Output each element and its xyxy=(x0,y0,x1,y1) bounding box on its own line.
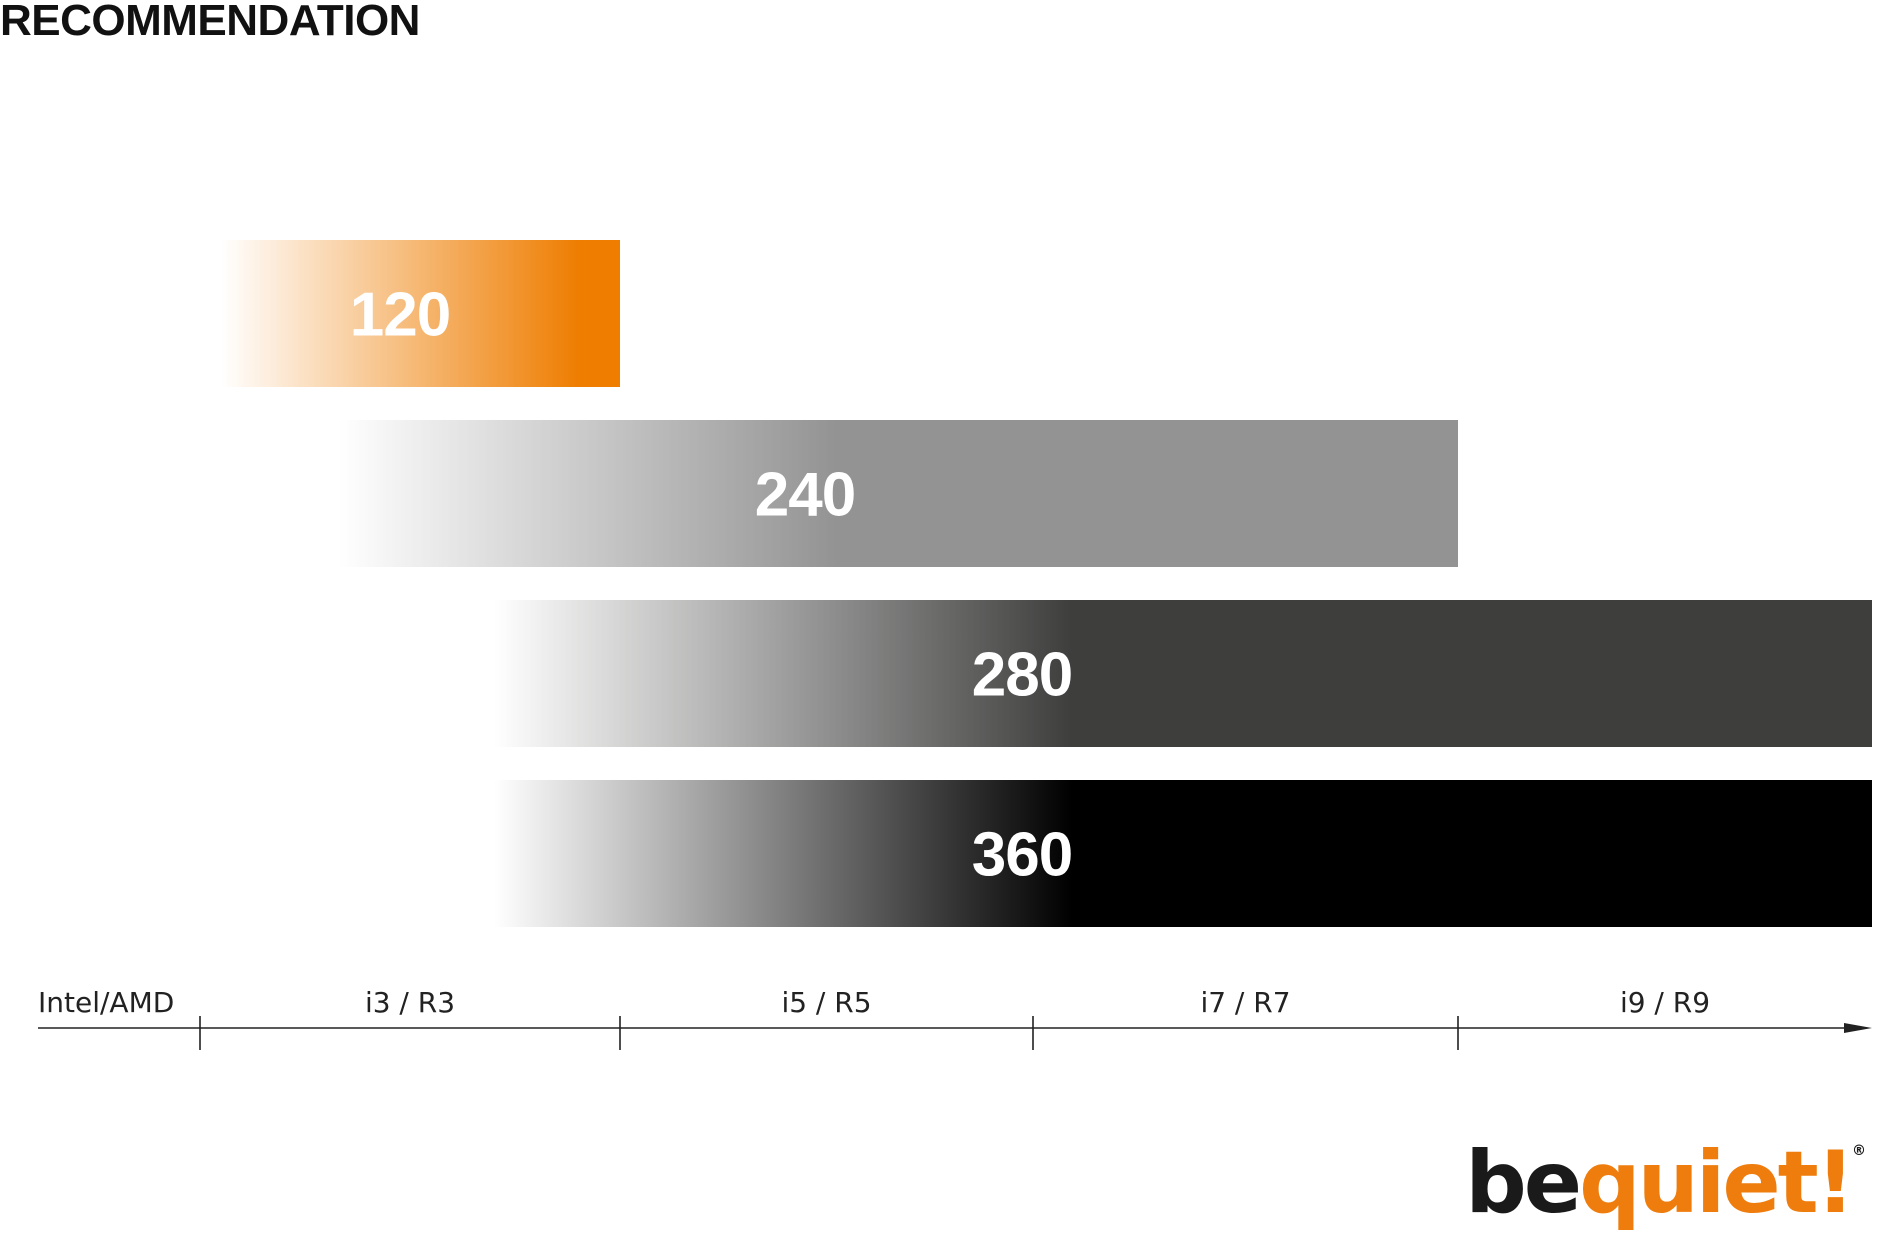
bar-label-120: 120 xyxy=(350,281,450,350)
logo-quiet: quiet! xyxy=(1579,1133,1855,1233)
bar-120 xyxy=(221,240,620,387)
x-axis: Intel/AMD i3 / R3 i5 / R5 i7 / R7 i9 / R9 xyxy=(38,986,1872,1050)
bars-layer: 120 240 280 360 xyxy=(221,240,1872,927)
x-tick-label: i5 / R5 xyxy=(781,986,871,1019)
x-axis-label: Intel/AMD xyxy=(38,986,174,1019)
bar-280 xyxy=(494,600,1872,747)
recommendation-chart: 120 240 280 360 Intel/AMD i3 / R3 i5 / R5 i7 /… xyxy=(38,240,1872,1050)
bar-label-240: 240 xyxy=(755,461,855,530)
bar-360 xyxy=(494,780,1872,927)
x-tick-label: i9 / R9 xyxy=(1620,986,1710,1019)
registered-mark-icon: ® xyxy=(1852,1143,1866,1159)
bar-240 xyxy=(338,420,1459,567)
x-tick-label: i7 / R7 xyxy=(1200,986,1290,1019)
x-axis-arrow-icon xyxy=(1844,1023,1872,1033)
page-title: RECOMMENDATION xyxy=(0,0,420,45)
bar-label-360: 360 xyxy=(972,821,1072,890)
logo-be: be xyxy=(1465,1133,1582,1233)
bar-label-280: 280 xyxy=(972,641,1072,710)
be-quiet-logo: bequiet!® xyxy=(1465,1140,1866,1226)
x-tick-label: i3 / R3 xyxy=(365,986,455,1019)
